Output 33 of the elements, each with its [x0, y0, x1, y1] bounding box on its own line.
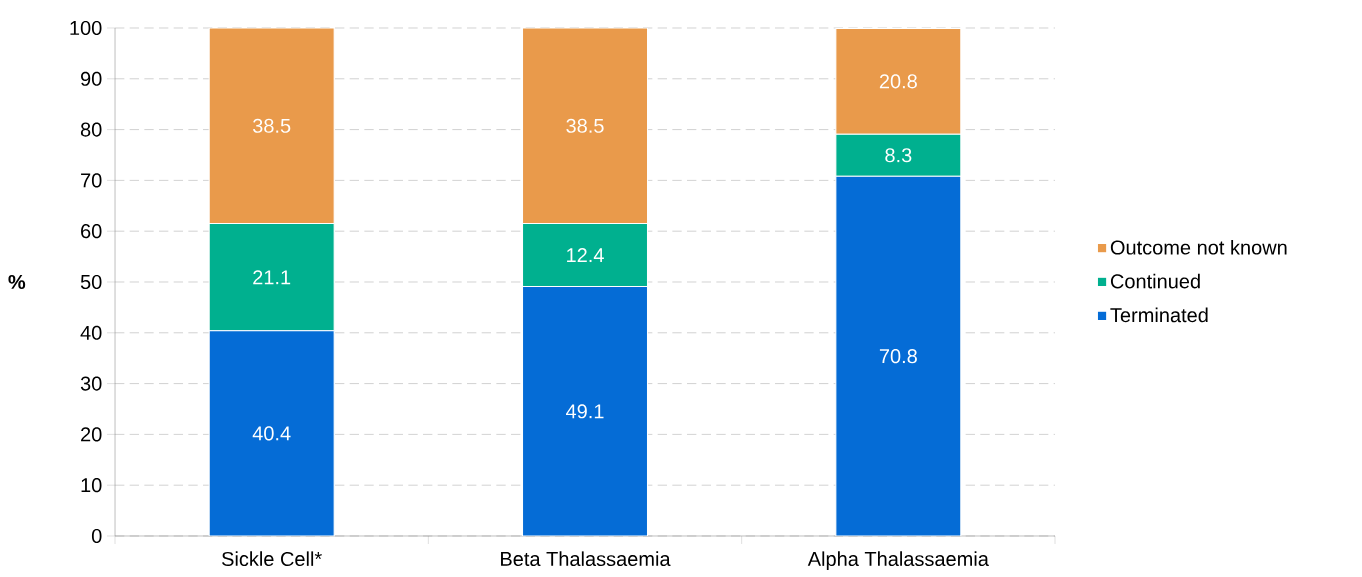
bar [208, 27, 335, 225]
y-tick-label: 90 [81, 71, 102, 86]
bar [835, 175, 962, 536]
legend-label: Continued [1110, 273, 1200, 289]
x-tick-label: Beta Thalassaemia [501, 551, 671, 567]
data-label: 40.4 [252, 426, 291, 441]
data-label: 12.4 [567, 248, 604, 263]
bar [208, 330, 335, 536]
y-tick-label: 80 [80, 122, 102, 137]
x-tick-label: Alpha Thalassaemia [807, 551, 989, 570]
y-tick-label: 100 [70, 20, 102, 36]
y-tick-label: 70 [81, 173, 102, 188]
legend-label: Outcome not known [1110, 239, 1287, 255]
data-label: 49.1 [566, 404, 604, 419]
y-tick-label: 10 [81, 478, 102, 493]
x-tick-label: Sickle Cell* [222, 551, 322, 567]
y-tick-label: 20 [81, 427, 102, 442]
bar [521, 27, 649, 225]
data-label: 38.5 [566, 118, 604, 133]
bar [521, 286, 649, 536]
data-label: 8.3 [885, 148, 912, 163]
data-label: 38.5 [252, 118, 291, 133]
legend-label: Terminated [1110, 307, 1208, 323]
y-tick-label: 0 [91, 528, 102, 544]
bar [835, 27, 962, 135]
data-label: 70.8 [879, 349, 917, 364]
y-tick-label: 40 [80, 325, 102, 340]
y-tick-label: 50 [80, 274, 102, 290]
data-label: 20.8 [879, 74, 917, 89]
data-label: 21.1 [253, 270, 291, 285]
y-axis-title: % [8, 274, 26, 290]
y-tick-label: 30 [80, 376, 102, 391]
y-tick-label: 60 [81, 224, 102, 239]
